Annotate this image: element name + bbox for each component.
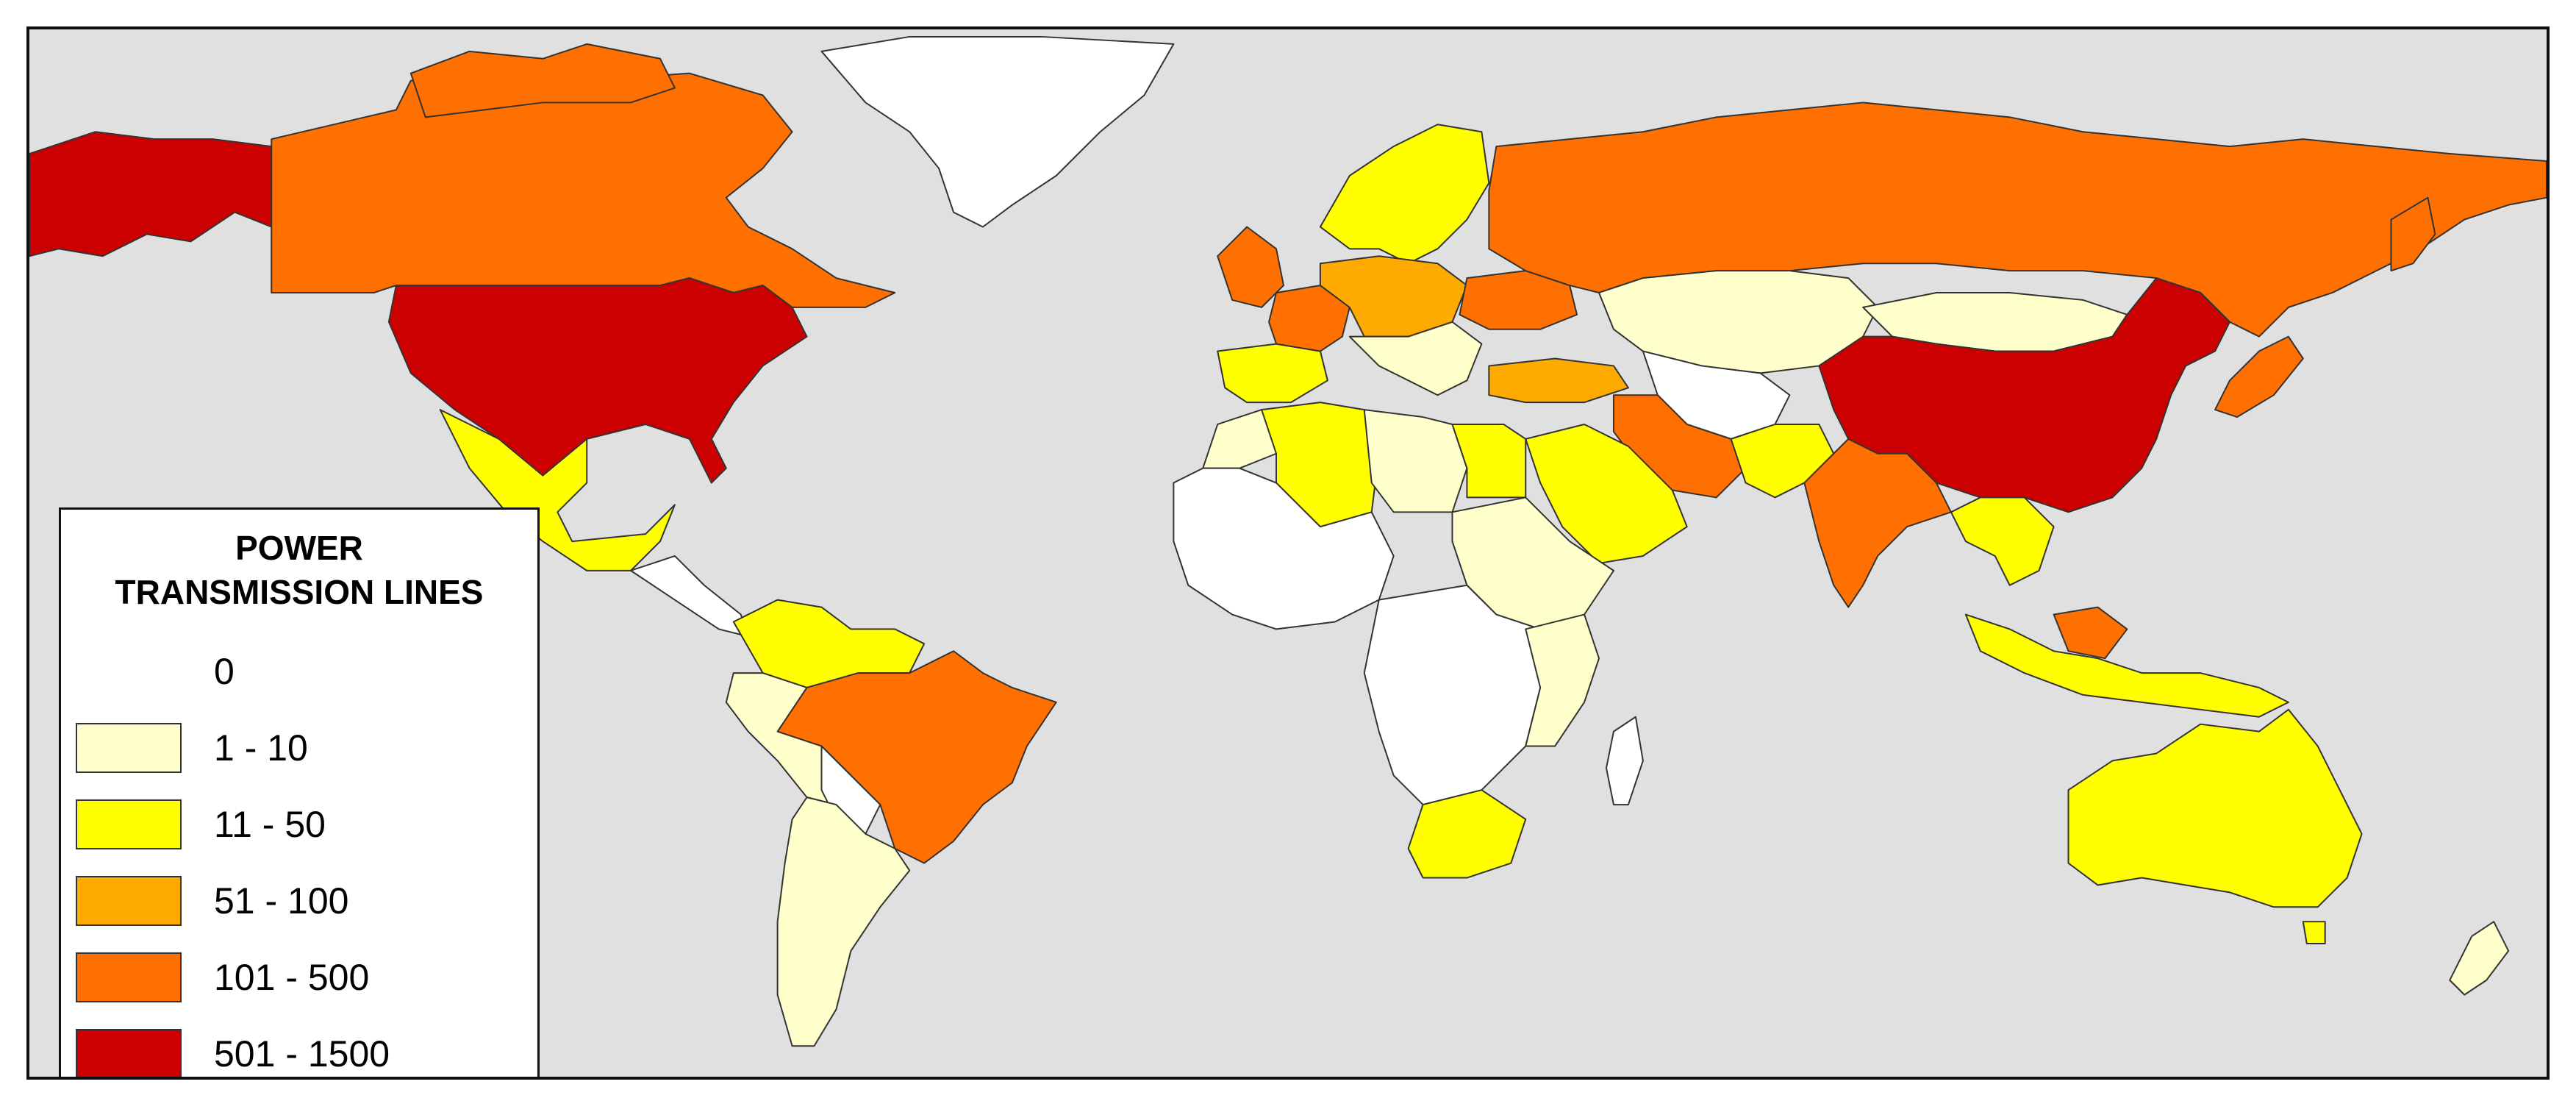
legend-title-line1: POWER [235, 529, 363, 567]
legend: POWER TRANSMISSION LINES 0 1 - 10 11 - 50 5… [59, 507, 540, 1077]
scandinavia-region [1319, 124, 1490, 265]
legend-item: 1 - 10 [76, 723, 524, 782]
legend-swatch [76, 952, 182, 1002]
uk-ireland-region [1217, 226, 1285, 308]
legend-title-line2: TRANSMISSION LINES [115, 573, 484, 611]
japan-region [2214, 335, 2304, 418]
indonesia-region [1964, 613, 2289, 718]
legend-item: 101 - 500 [76, 952, 524, 1011]
legend-label: 501 - 1500 [214, 1033, 390, 1074]
legend-label: 0 [214, 651, 235, 692]
southeast-asia-region [1950, 496, 2055, 586]
legend-swatch [76, 876, 182, 926]
kamchatka-region [2390, 196, 2436, 272]
greenland-region [820, 35, 1175, 228]
arctic-islands-region [409, 43, 676, 118]
central-africa-region [1363, 584, 1542, 806]
legend-label: 101 - 500 [214, 957, 370, 998]
legend-swatch [76, 799, 182, 849]
legend-item: 0 [76, 646, 524, 705]
legend-swatch [76, 723, 182, 773]
libya-region [1363, 409, 1468, 513]
turkey-region [1488, 357, 1629, 404]
legend-item: 501 - 1500 [76, 1029, 524, 1077]
alaska-region [29, 131, 273, 257]
australia-region [2067, 708, 2363, 908]
usa-region [387, 277, 808, 484]
tasmania-region [2302, 921, 2326, 945]
new-zealand-region [2449, 921, 2510, 996]
west-africa-region [1173, 467, 1395, 630]
legend-label: 1 - 10 [214, 727, 308, 769]
legend-label: 11 - 50 [214, 804, 326, 845]
arabia-region [1525, 423, 1688, 564]
south-africa-region [1407, 789, 1527, 879]
legend-item: 51 - 100 [76, 876, 524, 935]
italy-balkans-region [1348, 321, 1483, 396]
india-region [1803, 438, 1952, 608]
legend-item: 11 - 50 [76, 799, 524, 858]
east-africa-region [1525, 613, 1600, 747]
borneo-region [2053, 606, 2128, 660]
madagascar-region [1605, 716, 1644, 806]
legend-label: 51 - 100 [214, 880, 349, 922]
legend-swatch [76, 1029, 182, 1077]
argentina-chile-region [776, 796, 911, 1047]
legend-title: POWER TRANSMISSION LINES [61, 526, 537, 614]
map-frame: POWER TRANSMISSION LINES 0 1 - 10 11 - 50 5… [26, 26, 2550, 1080]
